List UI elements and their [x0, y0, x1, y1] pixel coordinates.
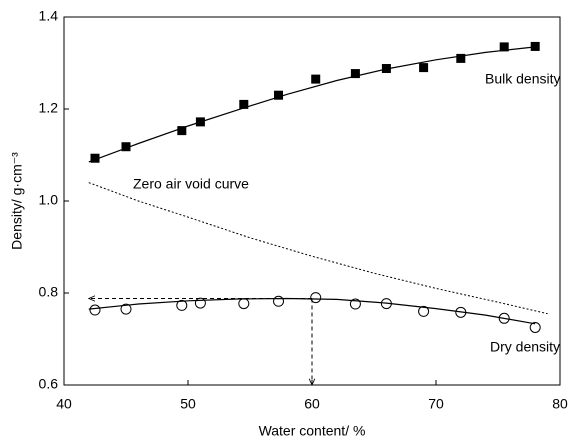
data-point [499, 42, 509, 52]
data-point [310, 292, 322, 304]
y-tick-label: 1.0 [39, 192, 59, 208]
series-label: Dry density [490, 339, 560, 355]
series-label: Zero air void curve [133, 176, 249, 192]
data-point [177, 126, 187, 136]
fit-curve [88, 46, 536, 163]
data-point [529, 322, 541, 333]
data-point [274, 90, 284, 100]
data-point [239, 99, 249, 109]
series-label: Bulk density [485, 71, 560, 87]
zero-air-void-curve [88, 182, 548, 315]
data-point [456, 53, 466, 63]
data-point [176, 299, 188, 311]
x-tick-label: 70 [428, 396, 444, 412]
x-tick-label: 40 [56, 396, 72, 412]
x-tick-label: 60 [304, 396, 320, 412]
data-point [238, 298, 250, 310]
data-point [530, 41, 540, 51]
y-axis-label: Density/ g·cm⁻³ [9, 152, 25, 250]
data-point [350, 69, 360, 79]
data-point [419, 63, 429, 73]
data-point [120, 303, 132, 315]
data-point [273, 295, 285, 307]
x-tick-label: 80 [552, 396, 568, 412]
x-axis-label: Water content/ % [259, 423, 366, 439]
data-point [121, 142, 131, 152]
y-tick-label: 1.2 [39, 100, 59, 116]
x-tick-label: 50 [180, 396, 196, 412]
data-point [194, 297, 206, 309]
y-tick-label: 0.8 [39, 284, 59, 300]
data-point [311, 74, 321, 84]
data-point [89, 304, 101, 316]
y-tick-label: 1.4 [39, 8, 59, 24]
y-tick-label: 0.6 [39, 376, 59, 392]
data-point [418, 305, 430, 317]
data-point [90, 153, 100, 163]
